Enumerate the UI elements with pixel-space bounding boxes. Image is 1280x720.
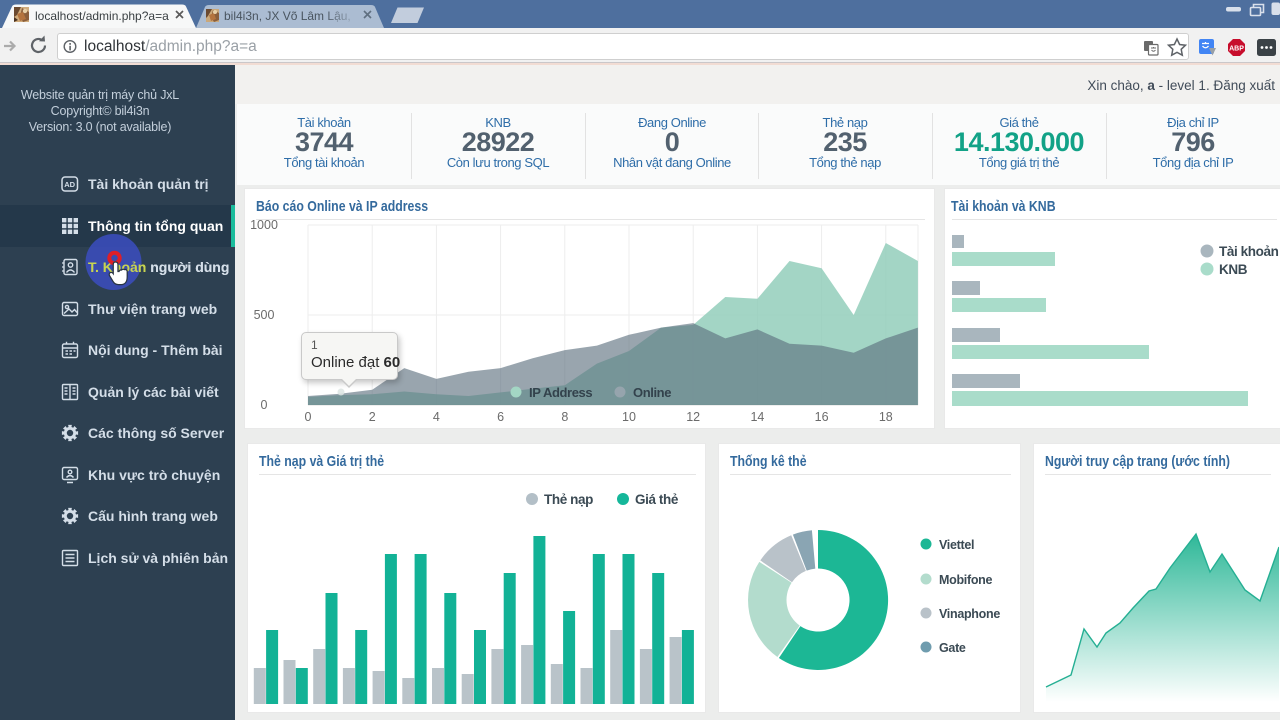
svg-text:Viettel: Viettel: [939, 538, 974, 552]
svg-text:Mobifone: Mobifone: [939, 573, 992, 587]
svg-text:AD: AD: [64, 180, 75, 189]
svg-text:1000: 1000: [250, 218, 278, 232]
svg-text:0: 0: [305, 410, 312, 424]
svg-text:8: 8: [561, 410, 568, 424]
svg-text:2: 2: [369, 410, 376, 424]
svg-text:16: 16: [815, 410, 829, 424]
svg-text:Thẻ nạp: Thẻ nạp: [544, 492, 593, 507]
svg-text:4: 4: [433, 410, 440, 424]
svg-text:500: 500: [254, 308, 275, 322]
svg-text:IP Address: IP Address: [529, 385, 592, 400]
svg-text:Giá thẻ: Giá thẻ: [635, 492, 679, 507]
svg-text:ABP: ABP: [1229, 46, 1244, 53]
svg-text:Tài khoản: Tài khoản: [1219, 244, 1279, 259]
svg-text:Gate: Gate: [939, 641, 966, 655]
svg-text:12: 12: [686, 410, 700, 424]
svg-text:Online: Online: [633, 385, 671, 400]
svg-text:6: 6: [497, 410, 504, 424]
svg-text:KNB: KNB: [1219, 262, 1248, 277]
svg-text:Vinaphone: Vinaphone: [939, 607, 1000, 621]
svg-text:10: 10: [622, 410, 636, 424]
svg-text:0: 0: [261, 398, 268, 412]
svg-text:14: 14: [750, 410, 764, 424]
svg-text:18: 18: [879, 410, 893, 424]
